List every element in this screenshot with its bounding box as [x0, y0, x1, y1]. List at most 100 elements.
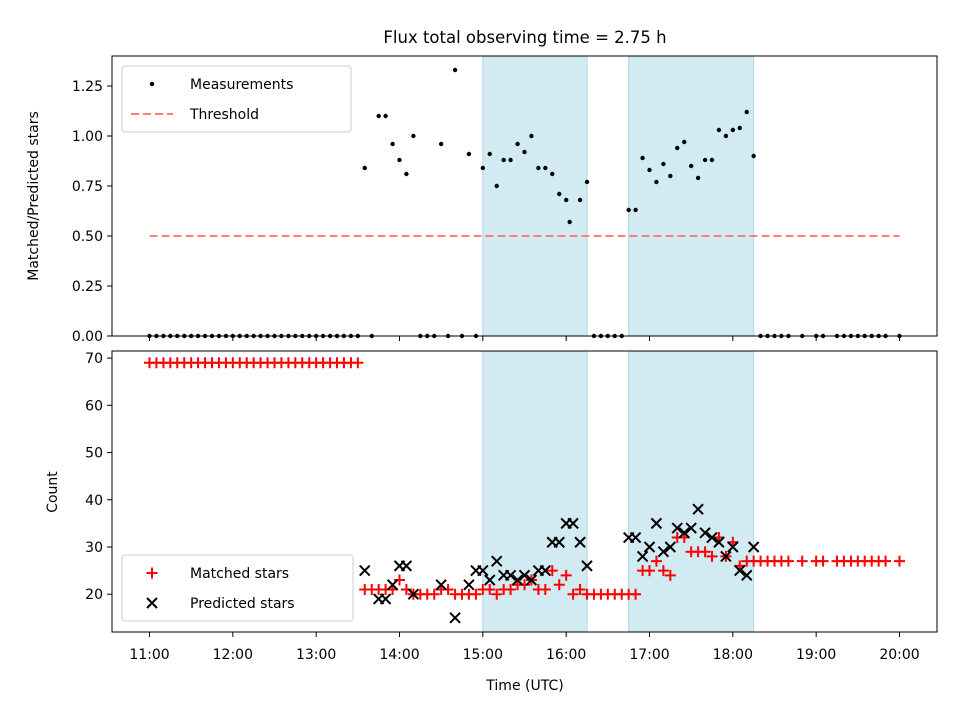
- y-tick-label: 30: [85, 540, 103, 556]
- measurement-point: [688, 163, 694, 169]
- predicted-star-point: [713, 536, 725, 548]
- bottom-y-axis-label: Count: [45, 471, 61, 513]
- y-tick-label: 0.75: [72, 179, 103, 195]
- y-tick-label: 20: [85, 587, 103, 603]
- matched-star-point: [553, 579, 565, 591]
- matched-star-point: [560, 569, 572, 581]
- predicted-star-point: [720, 550, 732, 563]
- predicted-star-point: [407, 588, 420, 600]
- matched-star-point: [657, 565, 669, 577]
- measurement-point: [577, 197, 583, 203]
- matched-stars-points: [144, 357, 905, 600]
- measurement-point: [563, 197, 569, 203]
- measurement-point: [390, 141, 395, 147]
- matched-star-point: [491, 588, 503, 600]
- measurement-point: [584, 179, 590, 185]
- predicted-star-point: [671, 522, 683, 534]
- measurement-point: [723, 133, 729, 139]
- y-tick-label: 40: [85, 493, 103, 509]
- x-tick-label: 12:00: [213, 647, 253, 663]
- predicted-star-point: [553, 536, 565, 548]
- x-tick-label: 20:00: [879, 647, 919, 663]
- bottom-legend: Matched stars Predicted stars: [121, 554, 354, 622]
- predicted-star-point: [504, 569, 517, 582]
- measurement-point: [675, 145, 680, 151]
- predicted-star-point: [650, 517, 663, 530]
- predicted-star-point: [400, 560, 413, 572]
- y-tick-label: 0.00: [72, 329, 103, 345]
- legend-matched-label: Matched stars: [190, 566, 289, 582]
- predicted-star-point: [359, 564, 371, 577]
- predicted-star-point: [449, 612, 461, 624]
- measurement-point: [654, 179, 659, 185]
- bottom-axes-frame: [111, 350, 938, 633]
- y-tick-label: 0.50: [72, 229, 103, 245]
- shaded-interval: [628, 55, 755, 337]
- predicted-star-point: [477, 564, 489, 577]
- predicted-star-point: [518, 569, 531, 582]
- matched-star-point: [442, 583, 454, 595]
- measurement-point: [751, 153, 756, 159]
- y-tick-label: 1.25: [72, 79, 103, 95]
- y-tick-label: 70: [85, 351, 103, 367]
- predicted-star-point: [727, 541, 739, 553]
- predicted-star-point: [581, 560, 593, 572]
- matched-star-point: [796, 555, 808, 567]
- measurement-point: [383, 113, 388, 119]
- measurement-point: [668, 173, 673, 179]
- bottom-x-ticks: 11:00 12:00 13:00 14:00 15:00 16:00 17:00 18:00…: [129, 632, 920, 663]
- matched-star-point: [782, 555, 794, 567]
- predicted-star-point: [491, 555, 503, 567]
- measurement-point: [550, 171, 555, 177]
- top-panel: 0.00 0.25 0.50 0.75 1.00 1.25 Matched/Predict…: [26, 55, 938, 345]
- measurement-point: [438, 141, 444, 147]
- matched-star-point: [664, 569, 676, 581]
- matched-star-point: [630, 588, 642, 600]
- measurement-point: [695, 175, 701, 181]
- predicted-star-point: [741, 569, 753, 582]
- measurement-point: [702, 157, 708, 163]
- matched-star-point: [484, 583, 496, 595]
- matched-star-point: [644, 565, 655, 577]
- matched-star-point: [567, 588, 579, 600]
- predicted-star-point: [706, 531, 718, 544]
- x-tick-label: 14:00: [379, 647, 419, 663]
- measurement-point: [536, 165, 541, 171]
- measurement-point: [494, 183, 499, 189]
- y-tick-label: 1.00: [72, 129, 103, 145]
- measurement-point: [682, 139, 687, 145]
- predicted-star-point: [574, 536, 586, 548]
- predicted-star-point: [435, 579, 447, 591]
- shaded-interval: [628, 350, 755, 633]
- predicted-star-point: [657, 546, 670, 558]
- matched-star-point: [817, 555, 829, 567]
- measurement-point: [737, 125, 742, 131]
- matched-star-point: [519, 579, 530, 591]
- bottom-legend-box: [121, 554, 354, 622]
- matched-star-point: [650, 555, 662, 567]
- measurement-point: [661, 161, 666, 167]
- x-tick-label: 11:00: [129, 647, 169, 663]
- predicted-star-point: [664, 541, 677, 553]
- predicted-star-point: [685, 522, 697, 534]
- matched-star-point: [699, 546, 711, 558]
- matched-star-point: [470, 588, 482, 600]
- measurement-point: [744, 109, 749, 115]
- legend-measurements-marker: [149, 81, 155, 87]
- shaded-interval: [482, 350, 588, 633]
- top-y-axis-label: Matched/Predicted stars: [26, 111, 42, 281]
- x-tick-label: 13:00: [296, 647, 336, 663]
- legend-predicted-label: Predicted stars: [190, 596, 295, 612]
- legend-predicted-marker: [146, 597, 158, 609]
- measurement-point: [730, 127, 736, 133]
- predicted-star-point: [511, 574, 524, 586]
- measurement-point: [567, 219, 572, 225]
- y-tick-label: 60: [85, 398, 103, 414]
- legend-measurements-label: Measurements: [190, 77, 293, 93]
- predicted-star-point: [747, 541, 760, 553]
- measurement-point: [647, 167, 652, 173]
- x-tick-label: 19:00: [796, 647, 836, 663]
- measurement-point: [543, 165, 548, 171]
- y-tick-label: 0.25: [72, 279, 103, 295]
